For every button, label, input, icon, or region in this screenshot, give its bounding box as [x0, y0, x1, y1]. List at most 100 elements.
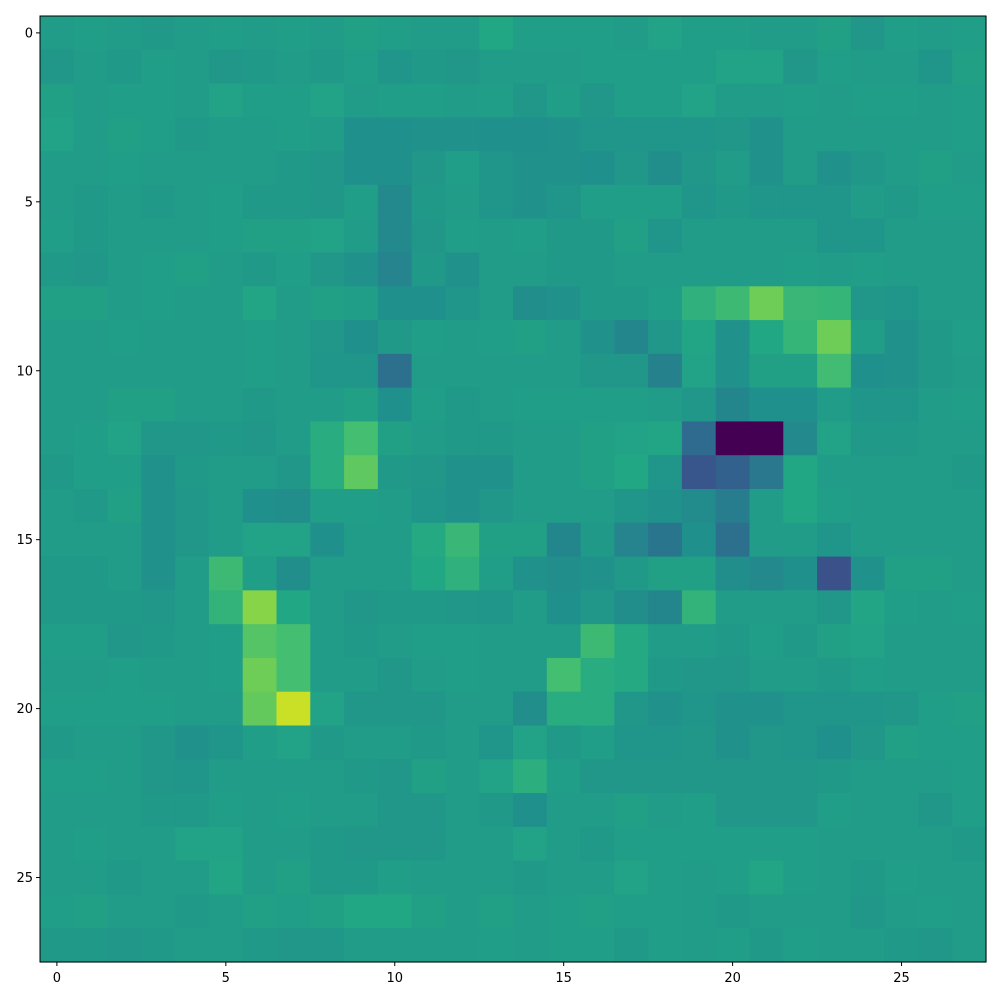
heatmap-cell — [918, 522, 953, 558]
heatmap-cell — [513, 387, 548, 423]
heatmap-cell — [850, 691, 886, 727]
heatmap-cell — [175, 83, 210, 118]
heatmap-cell — [479, 117, 514, 152]
heatmap-cell — [884, 286, 920, 321]
heatmap-cell — [918, 725, 953, 760]
heatmap-cell — [208, 522, 244, 558]
heatmap-cell — [175, 894, 210, 929]
heatmap-cell — [850, 320, 886, 355]
heatmap-cell — [40, 489, 75, 524]
heatmap-cell — [208, 657, 244, 693]
heatmap-cell — [377, 286, 413, 321]
heatmap-cell — [445, 455, 480, 490]
heatmap-cell — [445, 320, 480, 355]
heatmap-cell — [107, 590, 142, 625]
heatmap-cell — [715, 252, 751, 287]
heatmap-cell — [73, 83, 109, 118]
heatmap-cell — [648, 252, 683, 287]
heatmap-cell — [850, 624, 886, 659]
heatmap-cell — [952, 320, 987, 355]
heatmap-cell — [681, 522, 717, 558]
heatmap-cell — [242, 184, 278, 220]
heatmap-cell — [445, 725, 480, 760]
heatmap-cell — [411, 455, 447, 490]
heatmap-cell — [817, 759, 852, 794]
heatmap-cell — [107, 387, 142, 423]
heatmap-cell — [344, 759, 379, 794]
heatmap-cell — [107, 49, 142, 85]
heatmap-cell — [918, 657, 953, 693]
heatmap-cell — [546, 286, 582, 321]
heatmap-cell — [310, 725, 345, 760]
heatmap-cell — [614, 252, 649, 287]
heatmap-cell — [175, 759, 210, 794]
y-tick-label: 25 — [16, 871, 33, 886]
heatmap-cell — [242, 320, 278, 355]
heatmap-cell — [749, 759, 784, 794]
heatmap-cell — [40, 218, 75, 254]
heatmap-cell — [850, 894, 886, 929]
heatmap-cell — [344, 455, 379, 490]
x-tick-label: 25 — [893, 971, 910, 986]
heatmap-cell — [276, 49, 311, 85]
heatmap-cell — [175, 320, 210, 355]
heatmap-cell — [614, 556, 649, 591]
heatmap-cell — [614, 928, 649, 963]
heatmap-cell — [175, 489, 210, 524]
heatmap-cell — [850, 286, 886, 321]
heatmap-cell — [749, 16, 784, 51]
heatmap-cell — [175, 691, 210, 727]
heatmap-cell — [614, 826, 649, 862]
heatmap-cell — [918, 286, 953, 321]
heatmap-cell — [208, 590, 244, 625]
heatmap-cell — [107, 725, 142, 760]
heatmap-cell — [73, 455, 109, 490]
heatmap-cell — [749, 151, 784, 186]
heatmap-cell — [749, 421, 784, 456]
heatmap-cell — [918, 184, 953, 220]
heatmap-cell — [276, 151, 311, 186]
heatmap-cell — [411, 151, 447, 186]
heatmap-cell — [479, 489, 514, 524]
heatmap-cell — [40, 691, 75, 727]
heatmap-cell — [715, 320, 751, 355]
heatmap-cell — [411, 590, 447, 625]
heatmap-cell — [40, 117, 75, 152]
heatmap-cell — [783, 286, 818, 321]
heatmap-cell — [141, 759, 176, 794]
heatmap-cell — [175, 793, 210, 828]
heatmap-cell — [614, 421, 649, 456]
heatmap-cell — [952, 793, 987, 828]
heatmap-cell — [546, 83, 582, 118]
heatmap-cell — [242, 624, 278, 659]
heatmap-cell — [513, 928, 548, 963]
heatmap-cell — [310, 286, 345, 321]
heatmap-cell — [208, 387, 244, 423]
heatmap-cell — [175, 421, 210, 456]
heatmap-cell — [276, 83, 311, 118]
heatmap-cell — [783, 556, 818, 591]
heatmap-cell — [310, 455, 345, 490]
heatmap-cell — [40, 151, 75, 186]
heatmap-cell — [681, 793, 717, 828]
heatmap-cell — [850, 49, 886, 85]
heatmap-cell — [884, 353, 920, 389]
heatmap-cell — [377, 860, 413, 896]
heatmap-cell — [952, 49, 987, 85]
heatmap-cell — [73, 657, 109, 693]
heatmap-cell — [884, 624, 920, 659]
heatmap-cell — [681, 826, 717, 862]
heatmap-cell — [817, 49, 852, 85]
heatmap-cell — [715, 793, 751, 828]
heatmap-cell — [276, 590, 311, 625]
heatmap-cell — [344, 218, 379, 254]
heatmap-cell — [141, 353, 176, 389]
heatmap-cell — [445, 387, 480, 423]
heatmap-cell — [445, 83, 480, 118]
heatmap-cell — [580, 522, 615, 558]
heatmap-cell — [681, 49, 717, 85]
heatmap-cell — [850, 387, 886, 423]
heatmap-cell — [479, 894, 514, 929]
heatmap-cell — [817, 522, 852, 558]
heatmap-cell — [648, 928, 683, 963]
